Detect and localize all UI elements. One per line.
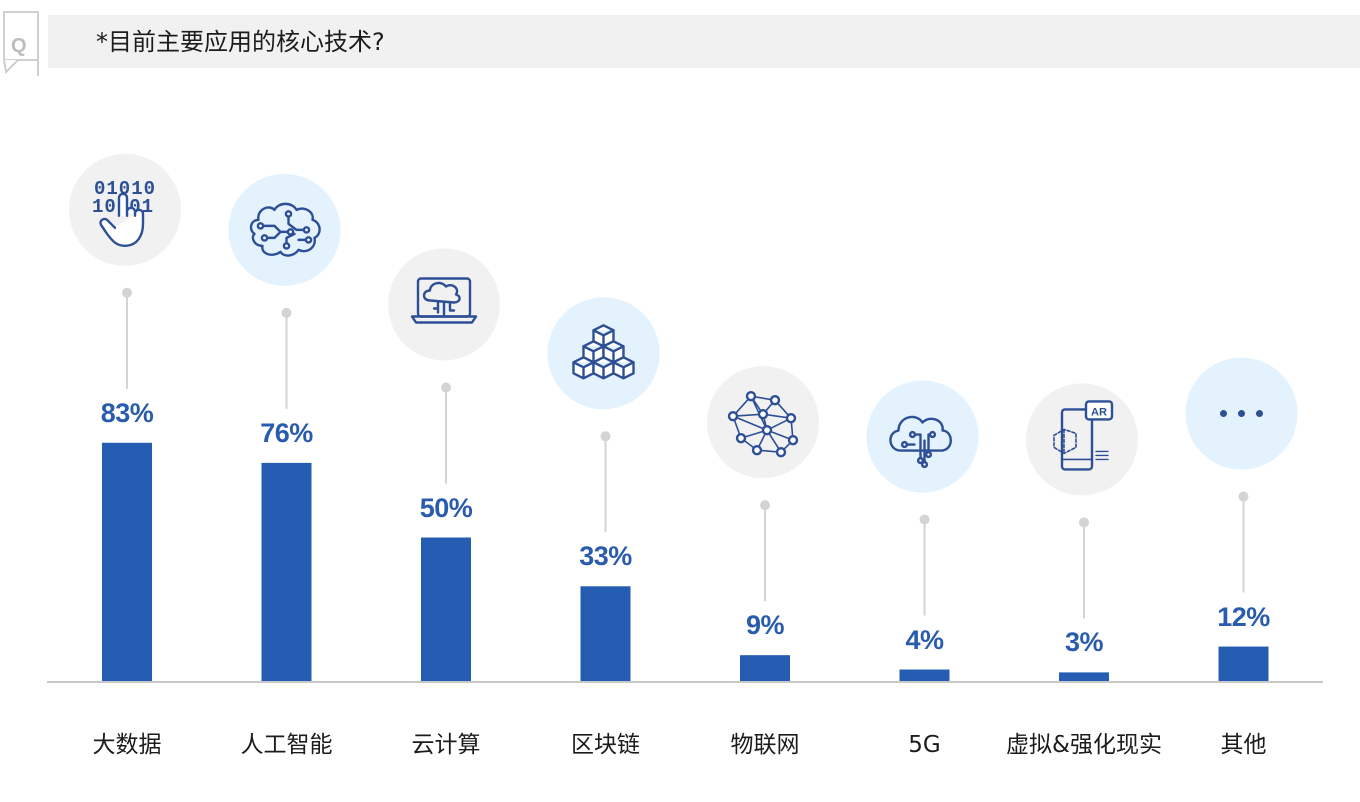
category-label-6: 虚拟&强化现实 [1006,732,1162,758]
category-label-5: 5G [908,732,941,758]
leader-dot-6 [1079,517,1089,528]
iot-network-icon [727,390,799,458]
value-label-2: 50% [419,492,473,523]
value-label-6: 3% [1064,627,1104,658]
binary-row-1: 01010 [94,178,156,200]
category-label-7: 其他 [1220,732,1267,758]
category-label-3: 区块链 [571,732,640,758]
ar-phone-icon: AR [1053,400,1114,471]
icon-circle-5 [866,380,979,493]
leader-dot-1 [281,307,292,318]
bar-7 [1218,646,1269,681]
ai-brain-icon [249,202,321,257]
leader-dot-7 [1238,491,1249,502]
bar-0 [102,442,152,681]
blockchain-cubes-icon [572,324,635,380]
bar-6 [1059,672,1109,681]
value-label-1: 76% [260,417,313,448]
value-label-3: 33% [579,541,632,572]
leader-dot-2 [441,382,451,393]
bar-1 [261,462,312,681]
bar-3 [580,586,631,681]
more-dots-icon [1220,410,1263,418]
bar-2 [421,537,471,681]
leader-dot-0 [122,287,132,298]
bar-4 [740,655,790,681]
leader-dot-4 [760,500,770,511]
binary-touch-icon: 0101010101 [92,178,156,247]
question-bar [48,15,1360,68]
leader-dot-3 [600,431,611,442]
value-label-5: 4% [905,624,944,655]
icon-circle-6 [1026,383,1138,496]
question-badge-icon [3,11,39,76]
leader-dot-5 [919,514,930,525]
question-badge-letter: Q [11,35,27,57]
category-label-1: 人工智能 [240,732,333,758]
value-label-0: 83% [100,397,154,428]
cloud-laptop-icon [410,277,478,324]
category-label-2: 云计算 [411,732,481,758]
bar-5 [899,669,950,681]
icon-circle-1 [228,173,341,286]
question-badge: Q [0,10,42,78]
category-label-0: 大数据 [92,732,162,758]
value-label-7: 12% [1217,601,1270,632]
category-label-4: 物联网 [730,732,800,758]
value-label-4: 9% [745,610,785,641]
ar-badge-text: AR [1091,406,1107,418]
cloud-circuit-icon [889,415,952,469]
question-text: *目前主要应用的核心技术? [96,28,385,56]
